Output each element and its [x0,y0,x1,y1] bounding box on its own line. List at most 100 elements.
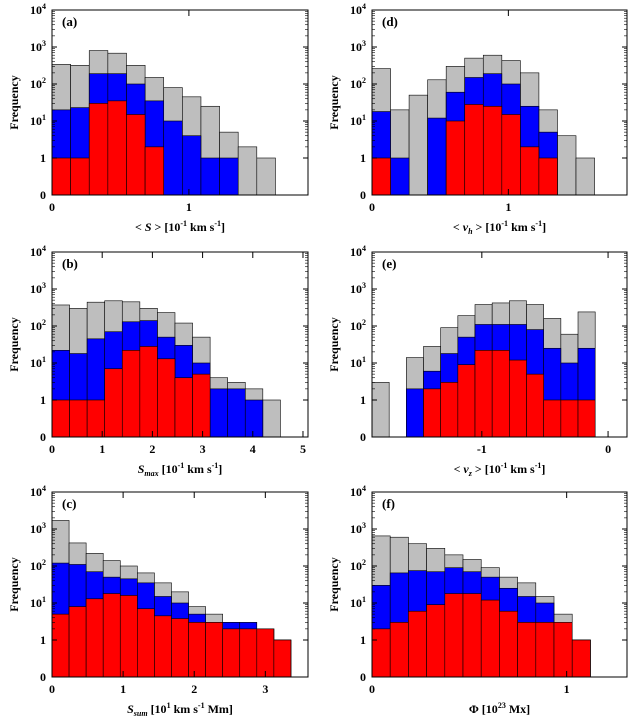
plot-frame [51,9,309,196]
bar-e-strong-4 [440,382,459,438]
x-tick-label: 2 [191,682,197,696]
bar-f-strong-7 [499,610,518,678]
bar-d-strong-4 [445,120,466,196]
x-tick-label: 0 [49,200,55,214]
bar-c-strong-7 [171,618,189,678]
x-axis-label: Φ [1023 Mx] [469,701,530,716]
y-tick-label: 103 [350,39,366,54]
x-tick-label: 3 [262,682,268,696]
x-axis-label: < vz > [10-1 km s-1] [454,461,546,478]
x-tick-label: 1 [505,200,511,214]
bar-b-all-12 [262,399,281,438]
panel-label: (e) [382,256,396,271]
bar-e-strong-11 [560,399,579,438]
panel-label: (c) [62,496,76,511]
bar-f-strong-4 [444,593,464,678]
bar-d-all-2 [408,94,428,196]
bar-c-strong-1 [68,606,87,678]
bar-c-strong-12 [256,628,275,678]
bar-a-strong-5 [144,146,165,196]
y-tick-label: 101 [30,113,46,128]
bar-a-strong-4 [126,114,146,196]
bar-b-strong-5 [139,346,158,438]
y-tick-label: 102 [350,76,366,91]
panel-c: 0 1 101 102 103 104 0 1 2 3 (c) Frequency Ssum [101 … [7,484,309,718]
bar-e-strong-3 [423,388,441,438]
y-tick-label: 101 [30,355,46,370]
bar-a-mid-8 [200,157,220,196]
y-tick-label: 101 [350,113,366,128]
plot-frame [51,491,309,678]
bar-d-strong-7 [501,114,521,196]
y-tick-label: 103 [30,39,46,54]
bar-e-strong-6 [474,350,493,438]
bar-d-strong-8 [520,146,540,196]
bar-c-strong-6 [154,615,172,678]
y-tick-label: 0 [40,430,46,444]
x-tick-label: 0 [49,682,55,696]
y-tick-label: 1 [40,633,46,647]
panel-label: (d) [382,14,398,29]
bar-f-strong-6 [480,599,500,678]
bar-d-strong-6 [482,105,503,196]
y-tick-label: 102 [30,558,46,573]
bar-d-strong-5 [464,104,484,196]
y-axis-label: Frequency [7,75,21,129]
bar-a-all-11 [256,157,276,196]
y-tick-label: 103 [30,521,46,536]
bar-b-mid-10 [227,388,246,438]
bar-f-strong-5 [462,593,482,678]
x-tick-label: 0 [369,682,375,696]
bar-b-strong-7 [174,377,193,438]
bar-b-mid-9 [209,388,228,438]
y-tick-label: 0 [360,670,366,684]
bar-a-mid-9 [219,157,239,196]
x-tick-label: 0 [49,442,55,456]
bar-a-mid-6 [163,120,183,196]
x-axis-label: Ssum [101 km s-1 Mm] [127,701,233,718]
bar-e-strong-12 [577,399,596,438]
y-axis-label: Frequency [327,557,341,611]
x-axis-label: < vh > [10-1 km s-1] [453,219,546,236]
y-axis-label: Frequency [327,317,341,371]
bar-f-strong-8 [517,622,537,678]
x-tick-label: 0 [369,200,375,214]
y-tick-label: 102 [30,318,46,333]
y-tick-label: 101 [30,595,46,610]
plot-frame [371,9,628,196]
y-tick-label: 0 [360,430,366,444]
panel-b: 0 1 101 102 103 104 0 1 2 3 4 5 (b) Frequency Smax [10… [7,244,309,478]
x-tick-label: 1 [564,682,570,696]
bar-f-strong-10 [553,622,573,678]
bar-e-strong-7 [491,350,510,438]
bar-d-all-10 [557,135,577,196]
x-tick-label: 5 [300,442,306,456]
x-tick-label: 1 [99,442,105,456]
bar-f-strong-3 [426,604,446,678]
bar-a-mid-7 [182,135,202,196]
x-axis-label: Smax [10-1 km s-1] [138,461,223,478]
bar-a-strong-1 [70,157,90,196]
bar-b-mid-11 [244,399,264,438]
y-tick-label: 0 [360,188,366,202]
x-tick-label: 2 [149,442,155,456]
y-tick-label: 102 [350,318,366,333]
bar-c-strong-13 [273,639,292,678]
plot-frame [371,251,628,438]
bar-b-strong-3 [104,368,123,438]
bar-e-strong-10 [543,399,562,438]
bar-a-all-10 [237,146,258,196]
y-tick-label: 103 [350,281,366,296]
bar-b-strong-0 [51,399,70,438]
y-axis-label: Frequency [7,317,21,371]
bar-b-strong-4 [121,350,141,438]
bar-c-strong-3 [102,593,121,678]
bar-f-strong-2 [408,610,427,678]
bar-a-strong-3 [107,100,127,196]
bar-c-strong-5 [137,608,155,678]
bar-f-strong-0 [371,628,391,678]
x-tick-label: 1 [120,682,126,696]
bar-e-mid-2 [406,388,424,438]
y-tick-label: 0 [40,670,46,684]
